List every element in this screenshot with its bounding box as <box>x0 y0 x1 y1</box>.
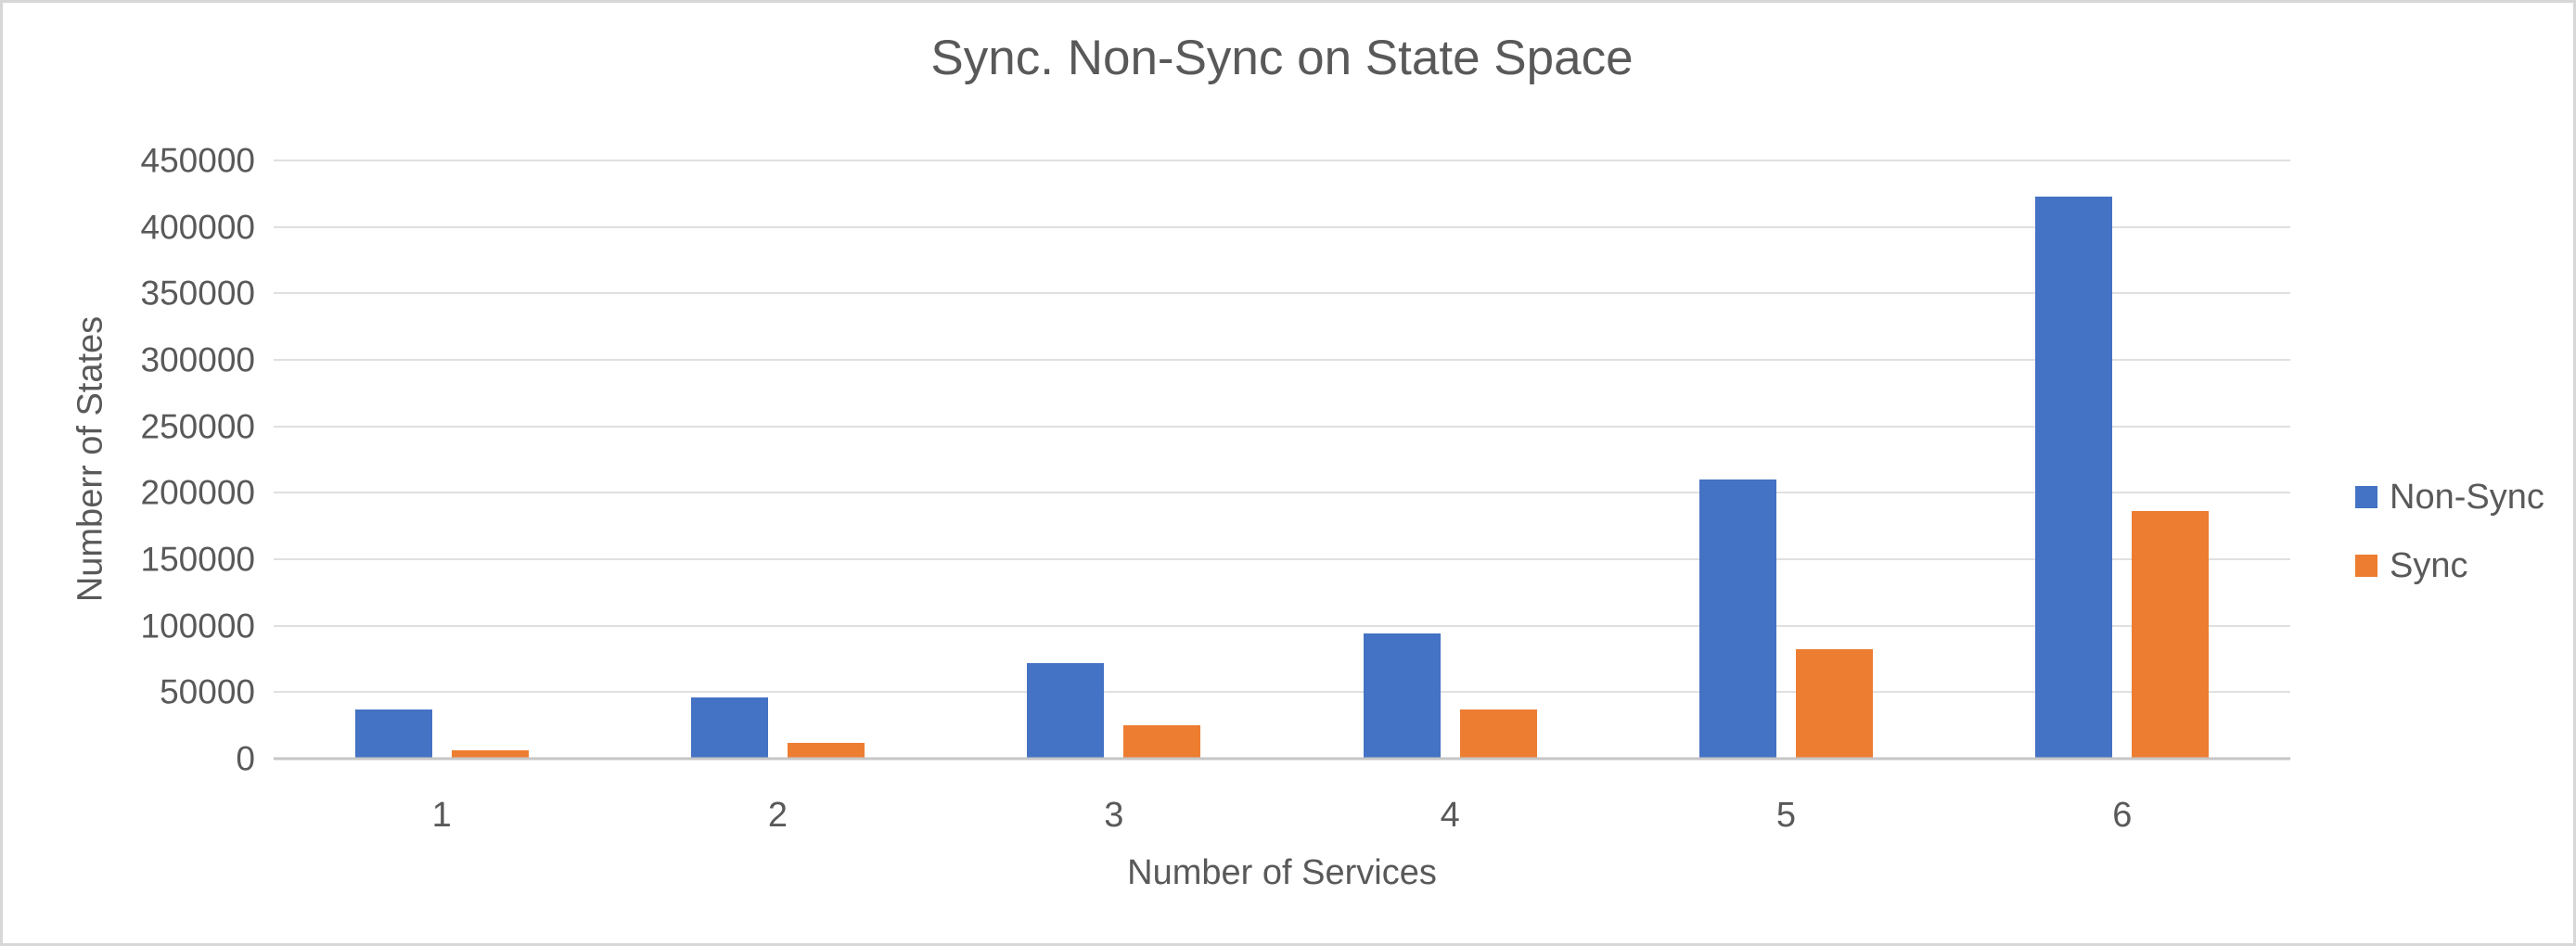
gridline-50000 <box>274 691 2290 694</box>
bar-group-4 <box>1282 160 1618 759</box>
bar-group-1 <box>274 160 609 759</box>
bar-sync-5 <box>1795 649 1873 759</box>
plot-area: 0 50000 100000 150000 200000 250000 300000 3500… <box>141 144 2290 776</box>
legend: Non-Sync Sync <box>2355 475 2544 588</box>
chart-title: Sync. Non-Sync on State Space <box>930 31 1634 85</box>
gridline-150000 <box>274 558 2290 560</box>
x-axis-title: Number of Services <box>1127 853 1437 892</box>
legend-item-non-sync: Non-Sync <box>2355 475 2544 519</box>
bar-sync-3 <box>1123 725 1201 759</box>
bar-sync-2 <box>787 742 865 759</box>
bar-non-sync-3 <box>1027 662 1105 759</box>
y-tick-label-100000: 100000 <box>140 607 255 646</box>
legend-label-non-sync: Non-Sync <box>2390 477 2544 517</box>
bar-sync-4 <box>1459 709 1537 759</box>
x-tick-label-5: 5 <box>1775 796 1797 835</box>
bar-sync-6 <box>2132 511 2210 759</box>
gridline-250000 <box>274 425 2290 428</box>
bar-group-3 <box>946 160 1282 759</box>
y-tick-label-250000: 250000 <box>140 407 255 446</box>
legend-swatch-sync <box>2355 555 2377 577</box>
gridline-400000 <box>274 225 2290 228</box>
x-axis-tick-labels: 1 2 3 4 5 6 <box>274 793 2290 837</box>
bar-sync-1 <box>451 750 529 759</box>
legend-label-sync: Sync <box>2390 545 2468 585</box>
bar-group-6 <box>1954 160 2290 759</box>
gridline-200000 <box>274 492 2290 494</box>
bar-non-sync-6 <box>2035 196 2113 759</box>
bar-non-sync-4 <box>1363 633 1441 759</box>
y-tick-label-150000: 150000 <box>140 540 255 579</box>
y-tick-label-300000: 300000 <box>140 340 255 379</box>
x-tick-label-4: 4 <box>1440 796 1460 835</box>
legend-swatch-non-sync <box>2355 486 2377 508</box>
y-tick-label-0: 0 <box>236 739 255 778</box>
x-tick-label-6: 6 <box>2112 796 2133 835</box>
bar-non-sync-2 <box>690 697 768 759</box>
y-tick-label-400000: 400000 <box>140 208 255 247</box>
gridline-450000 <box>274 160 2290 161</box>
x-tick-label-2: 2 <box>767 796 788 835</box>
bar-group-5 <box>1618 160 1954 759</box>
bar-non-sync-5 <box>1698 479 1776 759</box>
y-tick-label-50000: 50000 <box>160 672 255 711</box>
gridline-300000 <box>274 359 2290 361</box>
y-tick-label-200000: 200000 <box>140 473 255 512</box>
x-axis-line <box>274 757 2290 761</box>
bar-group-2 <box>609 160 945 759</box>
y-tick-label-450000: 450000 <box>140 141 255 180</box>
bar-non-sync-1 <box>354 709 432 759</box>
gridline-350000 <box>274 292 2290 295</box>
gridline-100000 <box>274 624 2290 627</box>
x-tick-label-3: 3 <box>1104 796 1124 835</box>
bar-groups-layer <box>274 160 2290 759</box>
legend-item-sync: Sync <box>2355 543 2544 588</box>
y-tick-label-350000: 350000 <box>140 274 255 313</box>
x-tick-label-1: 1 <box>431 796 452 835</box>
